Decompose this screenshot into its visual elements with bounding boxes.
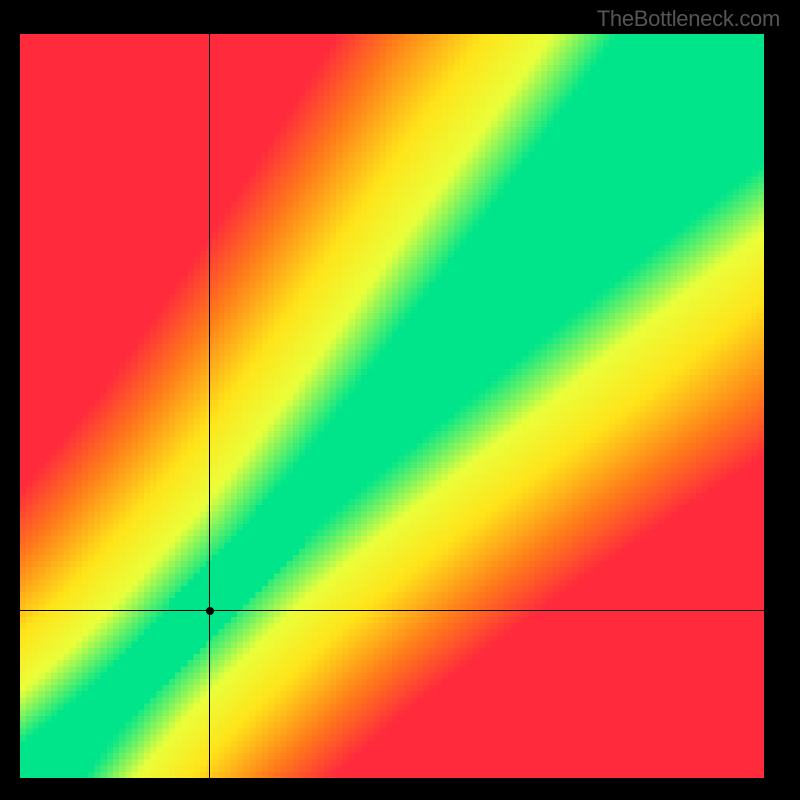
crosshair-vertical	[209, 34, 210, 778]
crosshair-horizontal	[20, 610, 764, 611]
bottleneck-heatmap	[20, 34, 764, 778]
watermark-text: TheBottleneck.com	[597, 6, 780, 32]
heatmap-canvas	[20, 34, 764, 778]
crosshair-marker	[206, 607, 214, 615]
